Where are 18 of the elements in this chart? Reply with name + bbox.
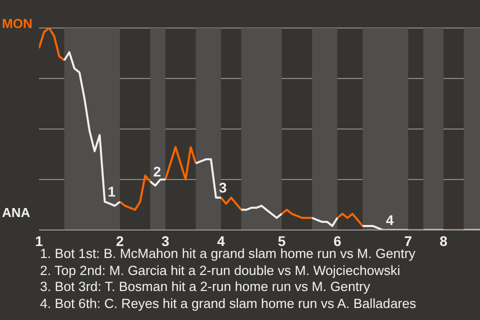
- annotation: 2: [153, 164, 162, 180]
- text: 2. Top 2nd: M. Garcia hit a 2-run double vs M. Wojciechowski: [40, 262, 402, 279]
- series-label: MON: [2, 16, 32, 31]
- x-tick-label: 5: [278, 233, 286, 249]
- x-tick-label: 1: [35, 233, 44, 249]
- x-tick-label: 7: [404, 233, 412, 249]
- annotation: 3: [218, 180, 227, 196]
- x-tick-label: 6: [333, 233, 342, 249]
- text: ANA: [2, 205, 32, 220]
- x-tick-label: 4: [217, 233, 226, 249]
- x-tick-label: 3: [162, 233, 170, 249]
- x-tick-label: 8: [440, 233, 448, 249]
- text: 1. Bot 1st: B. McMahon hit a grand slam home run vs M. Gentry: [40, 246, 416, 262]
- text: 3. Bot 3rd: T. Bosman hit a 2-run home run vs M. Gentry: [40, 279, 372, 296]
- text: 4. Bot 6th: C. Reyes hit a grand slam home run vs A. Balladares: [40, 296, 416, 312]
- annotation: 4: [386, 212, 394, 228]
- annotation: 1: [108, 184, 116, 200]
- x-tick-label: 2: [116, 233, 124, 249]
